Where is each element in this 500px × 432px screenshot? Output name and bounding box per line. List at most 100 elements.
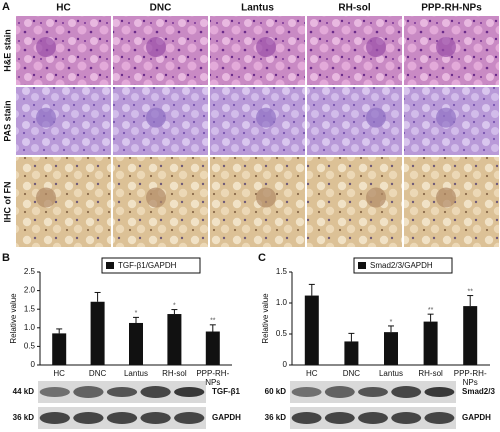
panel-label: B (2, 252, 10, 264)
blot-band (106, 412, 138, 424)
blot-band (73, 412, 104, 424)
blot-size: 36 kD (265, 413, 287, 422)
y-tick-label: 0.5 (276, 329, 288, 338)
panel-label: C (258, 252, 266, 264)
blot-size: 44 kD (13, 387, 35, 396)
legend-swatch (358, 262, 366, 269)
blot-band (73, 386, 104, 398)
y-tick-label: 0.5 (24, 342, 36, 351)
glomerulus (436, 37, 456, 58)
micrograph (307, 157, 402, 247)
blot-band (39, 387, 70, 397)
significance: ** (210, 318, 216, 325)
blot-band (140, 412, 171, 424)
x-tick-label: Lantus (123, 369, 149, 378)
glomerulus (146, 187, 166, 208)
bar (129, 322, 143, 365)
column-header: Lantus (241, 3, 274, 14)
bar (384, 332, 398, 365)
glomerulus (36, 187, 56, 208)
blot-band (391, 412, 422, 424)
bar (344, 341, 359, 365)
glomerulus (256, 37, 276, 58)
legend-box (353, 257, 453, 274)
blot-band (39, 412, 70, 424)
blot-band (291, 387, 322, 397)
glomerulus (36, 107, 56, 128)
blot-protein: GAPDH (462, 413, 491, 422)
blot-band (324, 412, 355, 424)
bar (52, 333, 67, 365)
column-header: PPP-RH-NPs (421, 3, 482, 14)
micrograph (16, 87, 111, 155)
legend-swatch (106, 262, 114, 269)
blot-band (391, 386, 422, 398)
legend-label: Smad2/3/GAPDH (370, 261, 433, 270)
blot-band (358, 387, 388, 397)
blot-band (106, 387, 138, 397)
bar (205, 331, 220, 365)
micrograph (307, 16, 402, 85)
blot-band (424, 387, 455, 397)
y-axis-label: Relative value (9, 293, 18, 344)
y-axis-label: Relative value (261, 293, 270, 344)
bar (463, 306, 478, 365)
significance: * (390, 319, 393, 326)
blot-band (174, 387, 205, 397)
glomerulus (436, 187, 456, 208)
y-tick-label: 1.5 (24, 304, 36, 313)
bar (90, 301, 105, 365)
column-header: HC (56, 3, 70, 14)
glomerulus (146, 37, 166, 58)
blot-band (140, 386, 171, 398)
glomerulus (146, 107, 166, 128)
y-tick-label: 1.0 (276, 298, 288, 307)
significance: ** (428, 307, 434, 314)
bar (304, 295, 319, 365)
y-tick-label: 0 (283, 360, 288, 369)
glomerulus (436, 107, 456, 128)
row-label: H&E stain (2, 29, 12, 72)
blot-band (358, 412, 388, 424)
blot-size: 36 kD (13, 413, 35, 422)
x-tick-label: PPP-RH-NPs (453, 369, 487, 387)
glomerulus (366, 187, 386, 208)
significance: * (173, 302, 176, 309)
bar (423, 321, 438, 365)
glomerulus (366, 37, 386, 58)
blot-protein: TGF-β1 (212, 387, 241, 396)
blot-band (424, 412, 455, 424)
x-tick-label: RH-sol (162, 369, 187, 378)
blot-band (324, 386, 355, 398)
blot-band (291, 412, 322, 424)
y-tick-label: 2.5 (24, 267, 36, 276)
y-tick-label: 1.0 (24, 323, 36, 332)
micrograph (307, 87, 402, 155)
x-tick-label: DNC (342, 369, 361, 378)
micrograph (16, 16, 111, 85)
x-tick-label: PPP-RH-NPs (196, 369, 230, 387)
significance: * (135, 310, 138, 317)
column-header: DNC (150, 3, 172, 14)
row-label: IHC of FN (2, 182, 12, 223)
panel-label: A (2, 1, 10, 13)
x-tick-label: RH-sol (418, 369, 443, 378)
blot-band (174, 412, 205, 424)
x-tick-label: HC (306, 369, 318, 378)
bar (167, 314, 182, 365)
y-tick-label: 1.5 (276, 267, 288, 276)
glomerulus (366, 107, 386, 128)
blot-protein: Smad2/3 (462, 387, 495, 396)
x-tick-label: HC (53, 369, 65, 378)
micrograph (16, 157, 111, 247)
glomerulus (36, 37, 56, 58)
column-header: RH-sol (338, 3, 370, 14)
x-tick-label: Lantus (378, 369, 404, 378)
legend-box (101, 257, 201, 274)
y-tick-label: 0 (31, 360, 36, 369)
legend-label: TGF-β1/GAPDH (118, 261, 177, 270)
row-label: PAS stain (2, 100, 12, 141)
blot-protein: GAPDH (212, 413, 241, 422)
y-tick-label: 2.0 (24, 286, 36, 295)
